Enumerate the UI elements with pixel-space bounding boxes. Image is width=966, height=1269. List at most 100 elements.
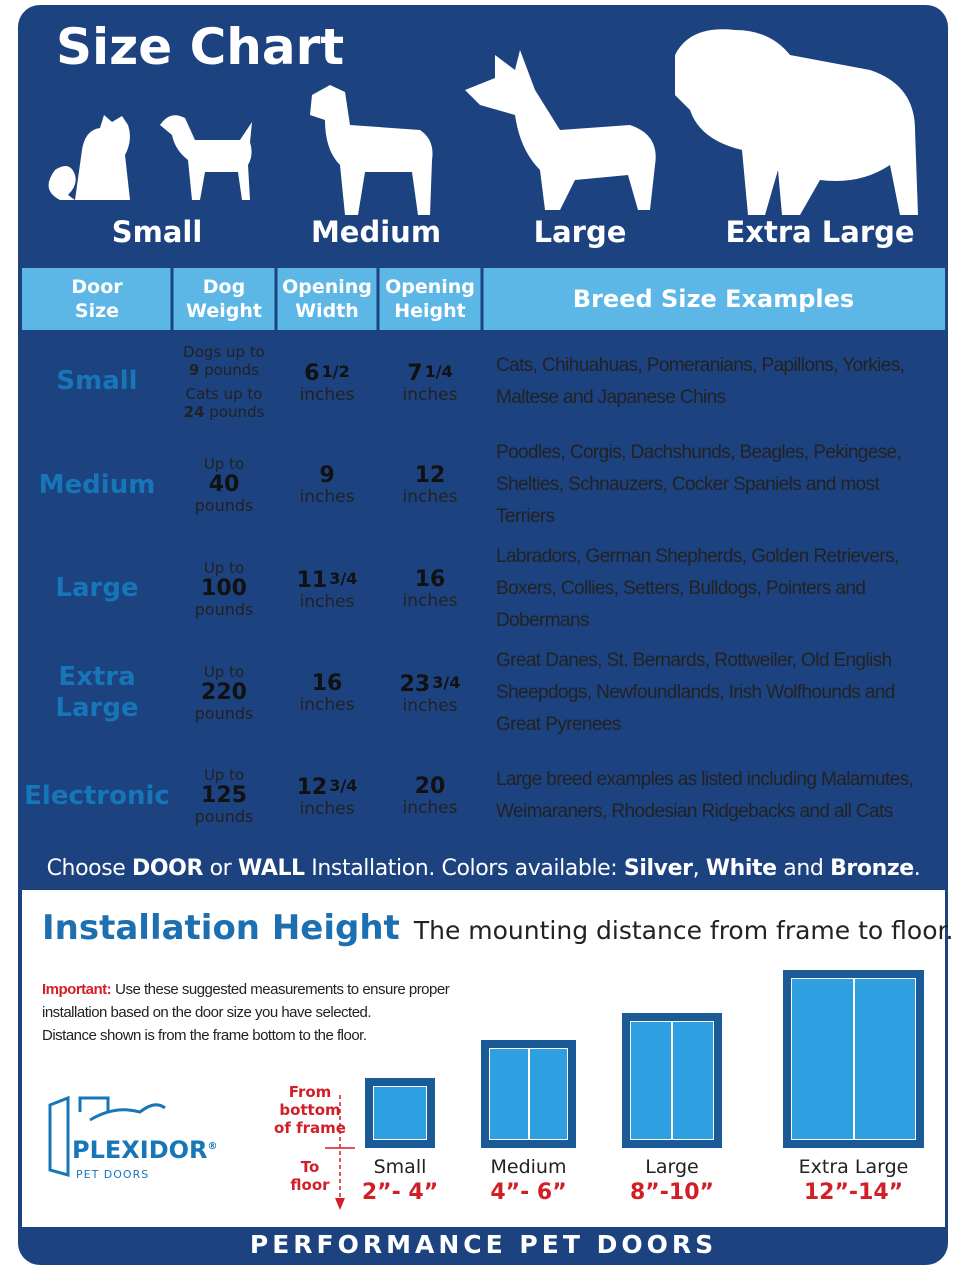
door-cell: Extra Large (22, 641, 172, 745)
weight: Cats up to 24 pounds (184, 385, 265, 421)
door-cell: Electronic (22, 744, 172, 848)
door-frame (622, 1013, 722, 1148)
weight-number: 9 (188, 360, 200, 379)
weight-number: 24 (183, 402, 205, 421)
note-line: Important: Use these suggested measuremen… (42, 978, 450, 1001)
door-frame (783, 970, 924, 1148)
column-header: Breed Size Examples (482, 268, 945, 330)
size-label: Large (533, 215, 627, 249)
weight-cell: Dogs up to 9 pounds Cats up to 24 pounds (172, 330, 276, 434)
options-segment: Choose (46, 856, 133, 881)
fraction: 1/2 (321, 361, 350, 381)
unit: inches (299, 591, 355, 612)
fraction: 3/4 (329, 568, 358, 588)
whole: 9 (319, 463, 335, 489)
door-range: 4”- 6” (490, 1180, 567, 1205)
door-size: Extra Large (55, 661, 139, 723)
large-dog (465, 50, 656, 210)
breeds: Great Danes, St. Bernards, Rottweiler, O… (496, 649, 895, 735)
unit: inches (299, 799, 355, 820)
whole: 16 (414, 566, 446, 592)
weight-line: 9 pounds (183, 361, 265, 379)
weight-label: Dogs up to (183, 342, 265, 361)
breeds-cell: Poodles, Corgis, Dachshunds, Beagles, Pe… (482, 434, 945, 538)
height-cell: 16 inches (378, 537, 482, 641)
logo: PLEXIDOR® (72, 1136, 218, 1164)
options-segment: , (692, 856, 706, 881)
installation-heading: Installation Height The mounting distance… (42, 908, 953, 948)
weight-cell: Up to 100 pounds (172, 537, 276, 641)
weight-cell: Up to 125 pounds (172, 744, 276, 848)
door-cell: Medium (22, 434, 172, 538)
fraction: 1/4 (424, 361, 453, 381)
width-value: 9 (319, 464, 334, 488)
door-split (527, 1048, 530, 1140)
column-header: Door Size (22, 268, 172, 330)
width-value: 16 (312, 671, 343, 696)
column-header: Dog Weight (172, 268, 276, 330)
unit: inches (299, 694, 355, 715)
title: Size Chart (56, 18, 345, 76)
weight-number: 125 (201, 783, 247, 809)
options-segment: or (203, 856, 238, 881)
logo-brand: PLEXIDOR (72, 1136, 208, 1164)
size-label: Extra Large (725, 215, 915, 249)
options-segment: DOOR (132, 856, 204, 881)
options-segment: . (913, 856, 921, 881)
options-segment: WALL (237, 856, 305, 881)
weight-unit: pounds (194, 703, 254, 723)
from-label: From bottom of frame (270, 1083, 350, 1137)
fraction: 3/4 (329, 776, 358, 796)
whole: 12 (414, 463, 446, 489)
header-text: Breed Size Examples (572, 285, 855, 313)
note-line: installation based on the door size you … (42, 1001, 449, 1024)
door-range: 2”- 4” (361, 1180, 439, 1205)
table-dividers (170, 268, 484, 848)
door-frame (481, 1040, 576, 1148)
from-line: From (288, 1083, 332, 1101)
door-name: Extra Large (798, 1156, 909, 1178)
logo-icon (48, 1095, 166, 1177)
arrow (325, 1095, 355, 1210)
weight-unit: pounds (209, 402, 265, 421)
installation-subtitle: The mounting distance from frame to floo… (413, 916, 954, 945)
to-line: To (300, 1158, 320, 1176)
breeds-cell: Large breed examples as listed including… (482, 744, 945, 848)
door-split (671, 1021, 673, 1140)
from-line: of frame (274, 1119, 346, 1137)
weight-number: 100 (201, 575, 247, 601)
height-cell: 12 inches (378, 434, 482, 538)
width-cell: 6 1/2 inches (276, 330, 378, 434)
weight: Dogs up to 9 pounds (183, 343, 265, 379)
width-cell: 12 3/4 inches (276, 744, 378, 848)
whole: 12 (296, 775, 328, 801)
footer: PERFORMANCE PET DOORS (249, 1230, 718, 1259)
unit: inches (402, 487, 458, 508)
unit: inches (402, 590, 458, 611)
unit: inches (402, 798, 458, 819)
header-text: Dog Weight (186, 276, 262, 322)
breeds: Labradors, German Shepherds, Golden Retr… (496, 545, 899, 631)
weight-unit: pounds (194, 807, 254, 827)
height-cell: 20 inches (378, 744, 482, 848)
whole: 6 (304, 360, 320, 386)
breeds: Poodles, Corgis, Dachshunds, Beagles, Pe… (496, 442, 902, 528)
width-value: 6 1/2 (304, 360, 349, 386)
door-range: 8”-10” (630, 1180, 714, 1205)
small-dog (160, 115, 252, 200)
note-text: installation based on the door size you … (42, 1004, 372, 1021)
logo-tagline: PET DOORS (76, 1168, 150, 1181)
height-cell: 7 1/4 inches (378, 330, 482, 434)
weight-number: 220 (201, 679, 247, 705)
weight-label: Up to (203, 558, 245, 577)
note-text: Distance shown is from the frame bottom … (42, 1027, 367, 1044)
whole: 20 (414, 774, 446, 800)
weight-label: Up to (203, 662, 245, 681)
height-value: 12 (415, 464, 446, 488)
width-cell: 9 inches (276, 434, 378, 538)
options-segment: White (705, 856, 777, 881)
weight: Up to 40 pounds (195, 455, 254, 515)
medium-dog (310, 85, 433, 215)
unit: inches (299, 487, 355, 508)
